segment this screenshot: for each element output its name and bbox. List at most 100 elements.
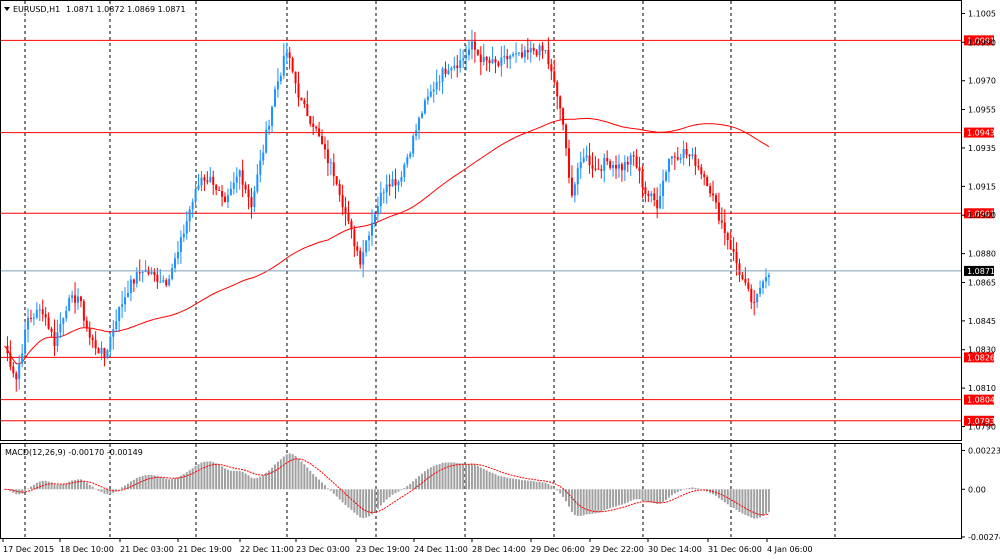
macd-tick-label: 0.00223: [968, 446, 1000, 455]
price-tick-label: 1.0790: [968, 423, 996, 432]
candle-body: [303, 100, 306, 104]
macd-bar: [638, 489, 641, 500]
macd-bar: [500, 476, 503, 490]
candle-body: [12, 366, 15, 374]
macd-bar: [488, 471, 491, 490]
macd-bar: [576, 489, 579, 516]
symbol-dropdown-icon[interactable]: [4, 7, 10, 11]
macd-bar: [429, 467, 432, 490]
candle-body: [747, 282, 750, 289]
candle-body: [544, 50, 547, 52]
macd-bar: [579, 489, 582, 516]
macd-bar: [156, 476, 159, 490]
candle-body: [312, 123, 315, 127]
candle-body: [697, 165, 700, 168]
candle-body: [432, 89, 435, 92]
candle-body: [226, 195, 229, 203]
macd-bar: [200, 462, 203, 490]
candle-body: [729, 240, 732, 250]
candle-body: [141, 272, 144, 274]
price-tick-label: 1.0915: [968, 182, 996, 191]
candle-body: [50, 328, 53, 332]
macd-bar: [767, 489, 770, 513]
macd-bar: [35, 482, 38, 490]
level-tag-label: 1.0943: [967, 129, 995, 138]
candle-body: [632, 155, 635, 157]
level-tag-label: 1.0826: [967, 353, 995, 362]
macd-bar: [268, 470, 271, 490]
time-axis: 17 Dec 2015 18 Dec 10:00 21 Dec 03:00 21 De…: [2, 538, 813, 554]
macd-bar: [356, 489, 359, 515]
signal-line: [4, 458, 769, 516]
candle-body: [350, 220, 353, 230]
macd-bar: [171, 479, 174, 490]
macd-tick-label: -0.00274: [968, 533, 1000, 542]
macd-bar: [665, 489, 667, 501]
candle-body: [426, 96, 429, 101]
macd-bar: [379, 489, 382, 506]
candle-body: [403, 164, 406, 177]
candle-body: [382, 192, 385, 194]
candle-body: [168, 279, 171, 286]
candle-body: [174, 258, 177, 269]
macd-bar: [188, 470, 191, 490]
candle-body: [665, 171, 667, 181]
candle-body: [573, 184, 576, 196]
candle-body: [288, 52, 291, 58]
macd-bar: [382, 489, 385, 503]
candle-body: [159, 281, 162, 283]
candle-body: [620, 164, 623, 171]
candle-body: [153, 271, 156, 275]
candle-body: [694, 154, 697, 166]
candle-body: [347, 212, 350, 221]
price-axis: 1.1005 1.0990 1.0970 1.0955 1.0935 1.0915 1.09…: [961, 9, 996, 432]
candle-body: [368, 235, 371, 241]
time-label: 29 Dec 22:00: [590, 545, 644, 554]
macd-bar: [15, 489, 18, 495]
candle-body: [256, 174, 259, 192]
macd-bar: [738, 489, 741, 512]
candle-body: [676, 157, 679, 160]
candle-body: [218, 189, 221, 191]
macd-bar: [420, 473, 423, 490]
macd-bar: [688, 487, 691, 490]
macd-bar: [567, 489, 570, 507]
candle-body: [714, 195, 717, 203]
macd-bar: [197, 464, 200, 490]
time-label: 28 Dec 14:00: [472, 545, 526, 554]
macd-bar: [85, 482, 88, 490]
time-label: 23 Dec 03:00: [296, 545, 350, 554]
macd-bar: [59, 484, 62, 490]
candle-body: [532, 48, 535, 51]
macd-indicator: 0.00223 0.00 -0.00274: [3, 446, 1000, 542]
macd-bar: [68, 481, 71, 490]
level-tag: [964, 415, 994, 426]
macd-bar: [626, 489, 629, 503]
candle-body: [344, 207, 347, 213]
candle-body: [515, 53, 518, 55]
macd-bar: [335, 489, 338, 497]
macd-bar: [129, 481, 132, 490]
candle-body: [673, 156, 676, 158]
macd-bar: [588, 489, 591, 515]
macd-bar: [503, 476, 506, 490]
candle-body: [703, 174, 706, 178]
price-tick-label: 1.0880: [968, 250, 996, 259]
macd-bar: [535, 481, 538, 490]
macd-bar: [326, 488, 329, 490]
candle-body: [494, 59, 497, 63]
candle-body: [103, 347, 106, 359]
macd-bar: [659, 489, 662, 504]
macd-bar: [82, 480, 85, 490]
macd-bar: [32, 484, 35, 490]
candle-body: [71, 295, 74, 299]
price-tick-label: 1.0935: [968, 144, 996, 153]
macd-bar: [341, 489, 344, 503]
macd-bar: [426, 469, 429, 490]
macd-bar: [444, 462, 447, 490]
candle-body: [282, 55, 285, 76]
candle-body: [356, 246, 359, 251]
candle-body: [359, 250, 362, 265]
macd-bar: [174, 478, 177, 490]
